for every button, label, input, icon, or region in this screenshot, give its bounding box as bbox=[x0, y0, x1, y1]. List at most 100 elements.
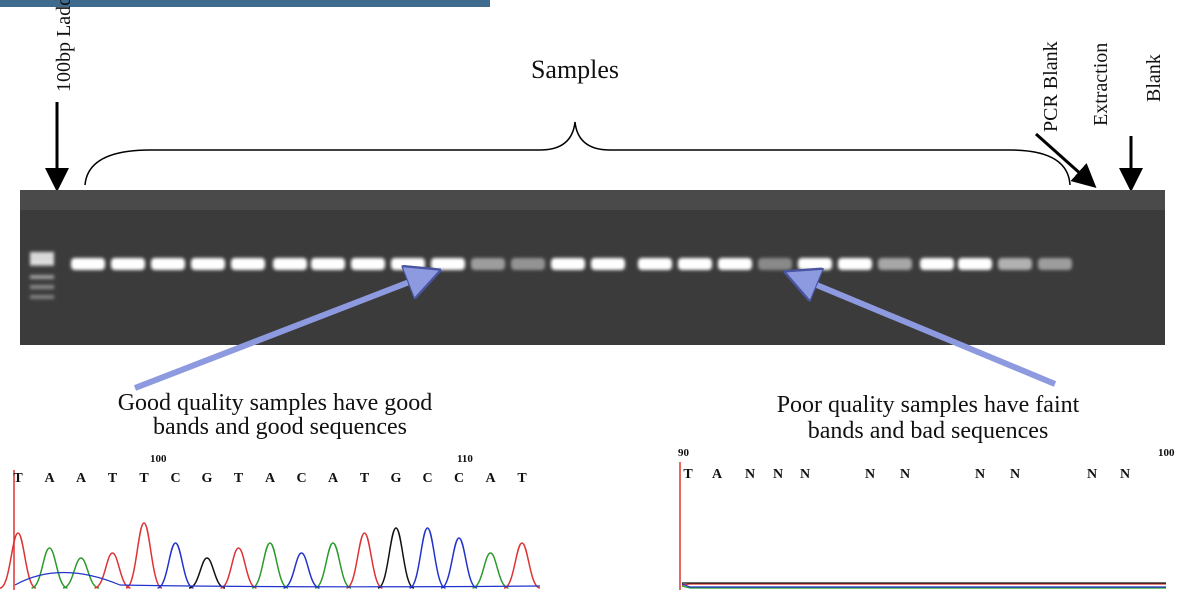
base-call: A bbox=[76, 471, 87, 486]
base-call: A bbox=[485, 471, 496, 486]
ladder-band bbox=[30, 295, 54, 299]
band bbox=[511, 258, 545, 270]
base-call: N bbox=[773, 467, 783, 482]
band bbox=[391, 258, 425, 270]
base-call: A bbox=[265, 471, 276, 486]
trace-peak bbox=[31, 547, 68, 589]
trace-peak bbox=[94, 552, 131, 589]
base-call: T bbox=[683, 467, 693, 482]
trace-peak bbox=[346, 532, 383, 589]
poor-arrow bbox=[795, 276, 1057, 387]
samples-brace bbox=[84, 121, 1071, 186]
good-caption: Good quality samples have good bbox=[118, 390, 433, 416]
ladder-band bbox=[30, 275, 54, 279]
noise-trace bbox=[681, 583, 1166, 588]
band bbox=[471, 258, 505, 270]
position-label: 100 bbox=[1158, 447, 1175, 459]
base-call: N bbox=[1120, 467, 1130, 482]
trace-peak bbox=[251, 542, 289, 589]
band bbox=[718, 258, 752, 270]
trace-peak bbox=[377, 527, 415, 589]
base-call: A bbox=[44, 471, 55, 486]
band bbox=[591, 258, 625, 270]
band bbox=[998, 258, 1032, 270]
position-label: 100 bbox=[150, 453, 167, 465]
ladder-band bbox=[30, 262, 54, 266]
trace-peak bbox=[220, 547, 257, 589]
base-call: C bbox=[170, 471, 180, 486]
trace-peak bbox=[472, 552, 509, 589]
trace-baseline bbox=[14, 572, 541, 588]
extraction-label: Extraction bbox=[1090, 43, 1112, 126]
ladder-band bbox=[30, 252, 54, 264]
pcr-blank-label: PCR Blank bbox=[1040, 41, 1062, 132]
band bbox=[678, 258, 712, 270]
base-call: G bbox=[391, 471, 402, 486]
poor-caption: Poor quality samples have faint bbox=[777, 392, 1080, 418]
band bbox=[273, 258, 307, 270]
base-call: N bbox=[865, 467, 875, 482]
noise-trace bbox=[681, 583, 1166, 586]
band bbox=[551, 258, 585, 270]
base-call: N bbox=[745, 467, 755, 482]
ladder-band bbox=[30, 285, 54, 289]
trace-peak bbox=[125, 522, 163, 589]
position-label: 90 bbox=[678, 447, 690, 459]
base-call: C bbox=[454, 471, 464, 486]
base-call: N bbox=[1010, 467, 1020, 482]
band bbox=[311, 258, 345, 270]
base-call: T bbox=[234, 471, 244, 486]
band bbox=[798, 258, 832, 270]
trace-peak bbox=[409, 527, 446, 589]
band bbox=[151, 258, 185, 270]
base-call: N bbox=[1087, 467, 1097, 482]
base-call: N bbox=[975, 467, 985, 482]
ladder-label: 100bp Ladder bbox=[53, 0, 75, 92]
band bbox=[838, 258, 872, 270]
base-call: T bbox=[517, 471, 527, 486]
band bbox=[878, 258, 912, 270]
image-strip bbox=[0, 0, 490, 7]
trace-peak bbox=[0, 532, 37, 589]
base-call: N bbox=[900, 467, 910, 482]
band bbox=[71, 258, 105, 270]
base-call: T bbox=[108, 471, 118, 486]
noise-trace bbox=[681, 585, 1166, 589]
base-call: C bbox=[422, 471, 432, 486]
band bbox=[231, 258, 265, 270]
trace-peak bbox=[314, 542, 352, 589]
trace-peak bbox=[440, 537, 478, 589]
band bbox=[920, 258, 954, 270]
position-label: 110 bbox=[457, 453, 473, 465]
band bbox=[758, 258, 792, 270]
base-call: N bbox=[800, 467, 810, 482]
trace-peak bbox=[503, 542, 541, 589]
gel-bands bbox=[30, 252, 1072, 299]
band bbox=[431, 258, 465, 270]
trace-peak bbox=[62, 557, 100, 589]
base-call: A bbox=[328, 471, 339, 486]
base-call: T bbox=[360, 471, 370, 486]
band bbox=[111, 258, 145, 270]
trace-peak bbox=[157, 542, 194, 589]
gel-wells bbox=[20, 190, 1165, 210]
band bbox=[638, 258, 672, 270]
band bbox=[958, 258, 992, 270]
base-call: T bbox=[13, 471, 23, 486]
poor-caption: bands and bad sequences bbox=[808, 418, 1049, 444]
trace-peak bbox=[188, 557, 226, 589]
blank-label: Blank bbox=[1143, 54, 1165, 102]
trace-peak bbox=[283, 552, 320, 589]
good-arrow bbox=[133, 274, 430, 391]
base-call: A bbox=[712, 467, 723, 482]
band bbox=[1038, 258, 1072, 270]
base-call: G bbox=[202, 471, 213, 486]
pcr-arrow bbox=[1035, 132, 1097, 188]
base-call: C bbox=[296, 471, 306, 486]
good-caption: bands and good sequences bbox=[153, 414, 407, 440]
samples-label: Samples bbox=[531, 55, 619, 84]
base-call: T bbox=[139, 471, 149, 486]
